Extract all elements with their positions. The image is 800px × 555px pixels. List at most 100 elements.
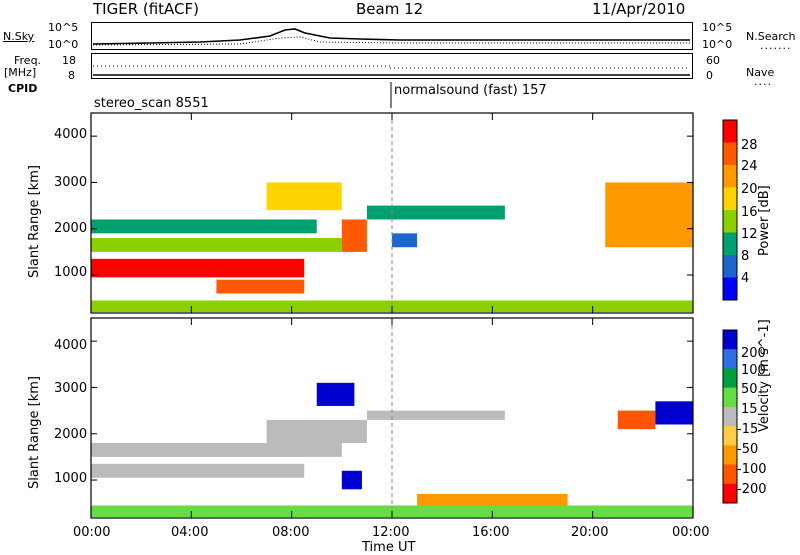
nsearch-legend-dots: .......	[760, 39, 792, 52]
nsky-trace	[92, 28, 690, 45]
power-ytick-3000: 3000	[54, 175, 88, 190]
velocity-echo-region-1	[91, 443, 342, 457]
freq-unit: [MHz]	[4, 66, 37, 79]
velocity-ytick-2000: 2000	[54, 427, 88, 442]
velocity-colorbar-swatch-5	[723, 426, 737, 446]
power-cbar-tick-12: 12	[741, 227, 758, 242]
xtick-6: 00:00	[672, 525, 710, 540]
velocity-echo-region-3	[316, 382, 355, 406]
power-echo-region-0	[91, 258, 305, 278]
nave-label: Nave	[746, 66, 775, 79]
velocity-cbar-tick-15: 15	[741, 402, 758, 417]
power-echo-region-6	[366, 205, 505, 220]
velocity-colorbar-swatch-8	[723, 483, 737, 504]
nsearch-label: N.Search	[746, 30, 796, 43]
power-echo-region-5	[341, 219, 367, 252]
power-ytick-2000: 2000	[54, 221, 88, 236]
power-colorbar-swatch-2	[723, 165, 737, 188]
power-colorbar-frame	[722, 119, 738, 301]
nsky-right-tick-bottom: 10^0	[702, 38, 733, 51]
nsearch-trace	[92, 36, 690, 46]
power-echo-region-2	[91, 219, 317, 234]
power-colorbar-swatch-6	[723, 255, 737, 278]
velocity-cbar-tick-m200: -200	[737, 482, 767, 497]
velocity-cbar-tick-m50: -50	[737, 442, 759, 457]
cpid-segment-1: stereo_scan 8551	[94, 97, 209, 110]
nsky-tick-top: 10^5	[48, 21, 79, 34]
velocity-echo-region-8	[655, 401, 693, 425]
freq-tick-bottom: 8	[68, 69, 75, 82]
power-colorbar-swatch-1	[723, 142, 737, 166]
cpid-segment-1-id: 8551	[175, 96, 209, 111]
power-cbar-tick-20: 20	[741, 182, 758, 197]
power-echo-region-8	[605, 182, 693, 248]
nsky-tick-bottom: 10^0	[48, 38, 79, 51]
velocity-cbar-tick-50: 50	[741, 382, 758, 397]
power-cbar-tick-16: 16	[741, 205, 758, 220]
cpid-label: CPID	[8, 82, 38, 95]
xtick-5: 20:00	[571, 525, 609, 540]
freq-panel	[91, 53, 693, 79]
velocity-ytick-4000: 4000	[54, 338, 88, 353]
cpid-segment-2-id: 157	[521, 83, 547, 98]
power-ytick-1000: 1000	[54, 265, 88, 280]
power-cbar-tick-4: 4	[741, 271, 750, 286]
velocity-colorbar-swatch-1	[723, 349, 737, 369]
date-title: 11/Apr/2010	[592, 0, 686, 18]
velocity-cbar-tick-m15: -15	[737, 422, 759, 437]
velocity-colorbar-swatch-7	[723, 464, 737, 485]
station-title: TIGER (fitACF)	[93, 0, 200, 18]
xlabel: Time UT	[362, 540, 416, 555]
power-cbar-tick-8: 8	[741, 249, 750, 264]
freq-tick-top: 18	[62, 54, 76, 67]
power-ytick-4000: 4000	[54, 127, 88, 142]
nave-tick-bottom: 0	[706, 69, 713, 82]
power-colorbar-swatch-5	[723, 232, 737, 256]
power-ylabel: Slant Range [km]	[27, 165, 42, 278]
freq-label: Freq.	[14, 54, 42, 67]
power-cbar-tick-24: 24	[741, 159, 758, 174]
cpid-segment-2: normalsound (fast) 157	[394, 84, 547, 97]
xtick-0: 00:00	[73, 525, 111, 540]
velocity-echo-region-0	[91, 463, 305, 478]
velocity-echo-region-4	[341, 470, 362, 490]
power-colorbar-swatch-0	[723, 120, 737, 143]
nsky-right-tick-top: 10^5	[702, 21, 733, 34]
velocity-colorbar-frame	[722, 329, 738, 504]
velocity-colorbar	[722, 329, 738, 504]
velocity-panel	[90, 317, 694, 519]
velocity-cbar-tick-m100: -100	[737, 462, 767, 477]
velocity-cbar-tick-100: 100	[741, 363, 766, 378]
nave-legend-dots: ....	[754, 75, 772, 88]
xtick-3: 12:00	[372, 525, 410, 540]
velocity-echo-region-2	[266, 419, 367, 443]
velocity-colorbar-swatch-6	[723, 445, 737, 466]
power-colorbar-swatch-3	[723, 187, 737, 211]
xtick-1: 04:00	[171, 525, 209, 540]
power-colorbar-label: Power [dB]	[757, 185, 772, 256]
velocity-colorbar-swatch-2	[723, 368, 737, 389]
power-colorbar	[722, 119, 738, 301]
power-colorbar-swatch-4	[723, 210, 737, 233]
power-panel	[90, 112, 694, 314]
velocity-ylabel: Slant Range [km]	[27, 376, 42, 489]
velocity-echo-region-5	[366, 410, 505, 420]
xtick-2: 08:00	[272, 525, 310, 540]
nave-tick-top: 60	[706, 54, 720, 67]
nsky-label: N.Sky	[3, 30, 35, 43]
velocity-echo-region-7	[617, 410, 656, 430]
power-echo-region-7	[392, 233, 418, 248]
xtick-4: 16:00	[472, 525, 510, 540]
velocity-colorbar-swatch-0	[723, 330, 737, 350]
velocity-cbar-tick-200: 200	[741, 346, 766, 361]
power-echo-region-4	[266, 182, 342, 211]
cpid-segment-2-name: normalsound (fast)	[394, 83, 518, 98]
power-echo-region-3	[216, 279, 305, 294]
velocity-ytick-3000: 3000	[54, 381, 88, 396]
power-cbar-tick-28: 28	[741, 138, 758, 153]
velocity-colorbar-swatch-3	[723, 387, 737, 408]
beam-title: Beam 12	[356, 0, 424, 18]
velocity-colorbar-swatch-4	[723, 406, 737, 427]
velocity-ytick-1000: 1000	[54, 471, 88, 486]
